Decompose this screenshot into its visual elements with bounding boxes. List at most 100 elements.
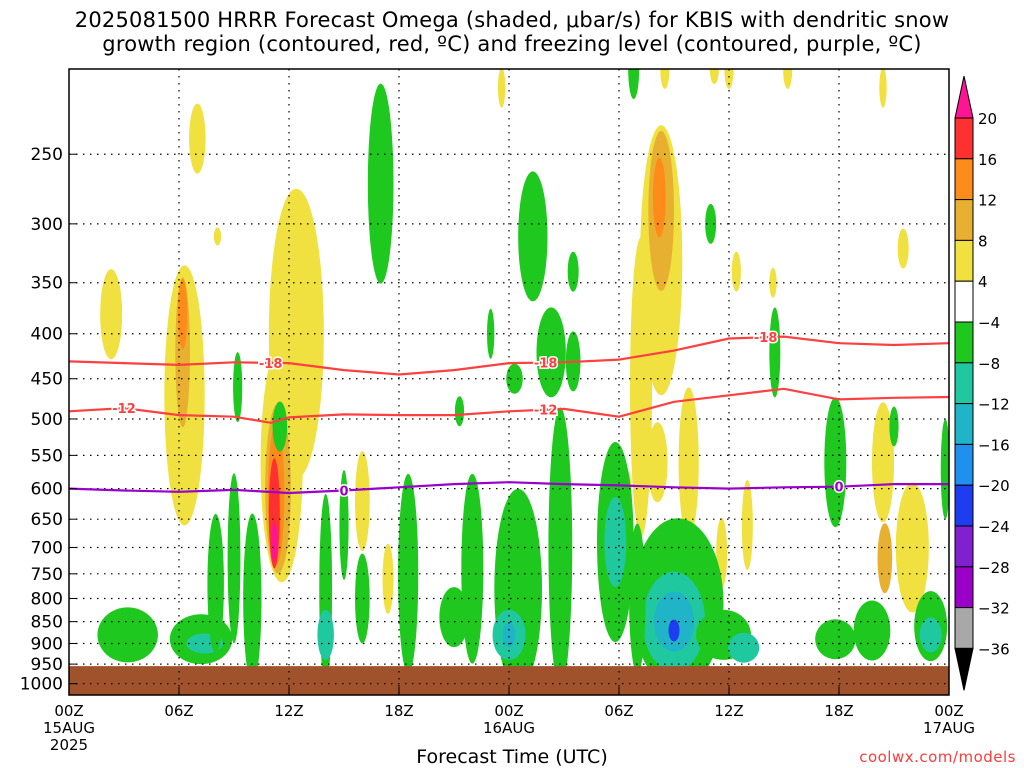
omega-shade-blob xyxy=(647,422,668,503)
omega-shade-blob xyxy=(498,69,506,108)
x-tick-label: 18Z xyxy=(384,702,413,720)
colorbar-label: −24 xyxy=(978,518,1010,536)
chart-title-line-2: growth region (contoured, red, ºC) and f… xyxy=(102,32,922,56)
x-tick-label: 00Z xyxy=(494,702,523,720)
colorbar-swatch xyxy=(954,321,974,364)
colorbar-label: −32 xyxy=(978,600,1010,618)
chart-title-line-1: 2025081500 HRRR Forecast Omega (shaded, … xyxy=(74,8,950,32)
colorbar-swatch xyxy=(954,362,974,405)
colorbar-label: −28 xyxy=(978,559,1010,577)
omega-shade-blob xyxy=(272,401,288,452)
contour-label: -18 xyxy=(534,357,558,372)
omega-shade-blob xyxy=(877,523,893,594)
omega-shade-blob xyxy=(889,406,899,447)
omega-shade-blob xyxy=(502,622,516,648)
omega-shading-layer xyxy=(97,69,949,689)
colorbar-swatch xyxy=(954,443,974,486)
omega-shade-blob xyxy=(536,307,566,398)
omega-shade-blob xyxy=(879,69,887,108)
omega-shade-blob xyxy=(705,203,717,244)
x-tick-label: 12Z xyxy=(714,702,743,720)
credit-link[interactable]: coolwx.com/models xyxy=(859,748,1016,766)
omega-shade-blob xyxy=(724,69,734,89)
colorbar-label: −4 xyxy=(978,314,1000,332)
x-tick-label: 12Z xyxy=(274,702,303,720)
y-tick-label: 650 xyxy=(31,510,63,530)
omega-shade-blob xyxy=(897,228,909,269)
colorbar-label: −20 xyxy=(978,477,1010,495)
omega-shade-blob xyxy=(317,609,334,660)
omega-shade-blob xyxy=(518,171,548,302)
contour-label: -12 xyxy=(534,404,558,419)
contour-layer: -18 -18 -18 -12 -12 0 0 xyxy=(68,330,950,501)
y-tick-label: 800 xyxy=(31,589,63,609)
y-tick-label: 400 xyxy=(31,325,63,345)
contour-label: -18 xyxy=(754,331,778,346)
omega-shade-blob xyxy=(207,513,224,654)
omega-shade-blob xyxy=(367,83,394,284)
omega-shade-blob xyxy=(487,308,495,359)
y-axis: 2503003504004505005506006507007508008509… xyxy=(20,145,77,695)
omega-shade-blob xyxy=(355,553,370,644)
colorbar-swatch xyxy=(954,199,974,241)
omega-shade-blob xyxy=(382,543,394,614)
omega-shade-blob xyxy=(567,251,579,292)
colorbar-arrow-top xyxy=(954,75,974,119)
omega-shade-blob xyxy=(783,69,793,89)
omega-shade-blob xyxy=(398,473,419,674)
contour-line xyxy=(68,387,950,424)
omega-shade-blob xyxy=(439,587,469,648)
colorbar-swatch xyxy=(954,403,974,445)
colorbar-label: 16 xyxy=(978,151,997,169)
omega-shade-blob xyxy=(227,473,241,644)
contour-label: -12 xyxy=(112,402,136,417)
colorbar-swatch xyxy=(954,566,974,609)
x-tick-date-label: 17AUG xyxy=(923,719,975,737)
x-tick-year-label: 2025 xyxy=(50,736,88,754)
colorbar-arrow-bottom xyxy=(954,647,974,691)
omega-shade-blob xyxy=(454,396,465,427)
y-tick-label: 300 xyxy=(31,215,63,235)
omega-shade-blob xyxy=(940,419,949,519)
omega-shade-blob xyxy=(97,607,158,663)
contour-line xyxy=(68,481,949,495)
contour-label: 0 xyxy=(339,485,348,500)
colorbar-label: −36 xyxy=(978,640,1010,658)
x-tick-label: 00Z xyxy=(934,702,963,720)
x-tick-label: 06Z xyxy=(604,702,633,720)
y-tick-label: 850 xyxy=(31,613,63,633)
omega-shade-blob xyxy=(100,269,123,360)
colorbar-label: 20 xyxy=(978,110,997,128)
omega-shade-blob xyxy=(872,402,894,523)
omega-shade-blob xyxy=(178,279,188,350)
y-tick-label: 450 xyxy=(31,370,63,390)
contour-label: 0 xyxy=(834,481,843,496)
x-axis-title: Forecast Time (UTC) xyxy=(416,746,608,768)
colorbar-swatch xyxy=(954,117,974,160)
colorbar-swatch xyxy=(954,239,974,282)
colorbar-swatch xyxy=(954,525,974,568)
y-tick-label: 750 xyxy=(31,565,63,585)
omega-shade-blob xyxy=(769,267,777,298)
x-tick-date-label: 16AUG xyxy=(483,719,535,737)
y-tick-label: 700 xyxy=(31,538,63,558)
omega-shade-blob xyxy=(506,363,523,394)
omega-shade-blob xyxy=(461,473,484,664)
colorbar: 20 16 12 8 4 −4 −8 −12 −16 −20 −24 −28 −32 −36 xyxy=(954,75,1010,691)
x-tick-label: 00Z xyxy=(54,702,83,720)
omega-shade-blob xyxy=(339,470,349,581)
x-tick-label: 18Z xyxy=(824,702,853,720)
omega-shade-blob xyxy=(652,157,666,238)
omega-shade-blob xyxy=(628,69,640,99)
y-tick-label: 600 xyxy=(31,480,63,500)
colorbar-label: 8 xyxy=(978,232,988,250)
omega-shade-blob xyxy=(728,632,760,663)
y-tick-label: 250 xyxy=(31,145,63,165)
omega-shade-blob xyxy=(731,251,741,292)
colorbar-label: −8 xyxy=(978,355,1000,373)
contour-line xyxy=(68,335,950,376)
omega-shade-blob xyxy=(853,600,891,661)
omega-shade-blob xyxy=(824,397,847,528)
colorbar-label: −12 xyxy=(978,396,1010,414)
